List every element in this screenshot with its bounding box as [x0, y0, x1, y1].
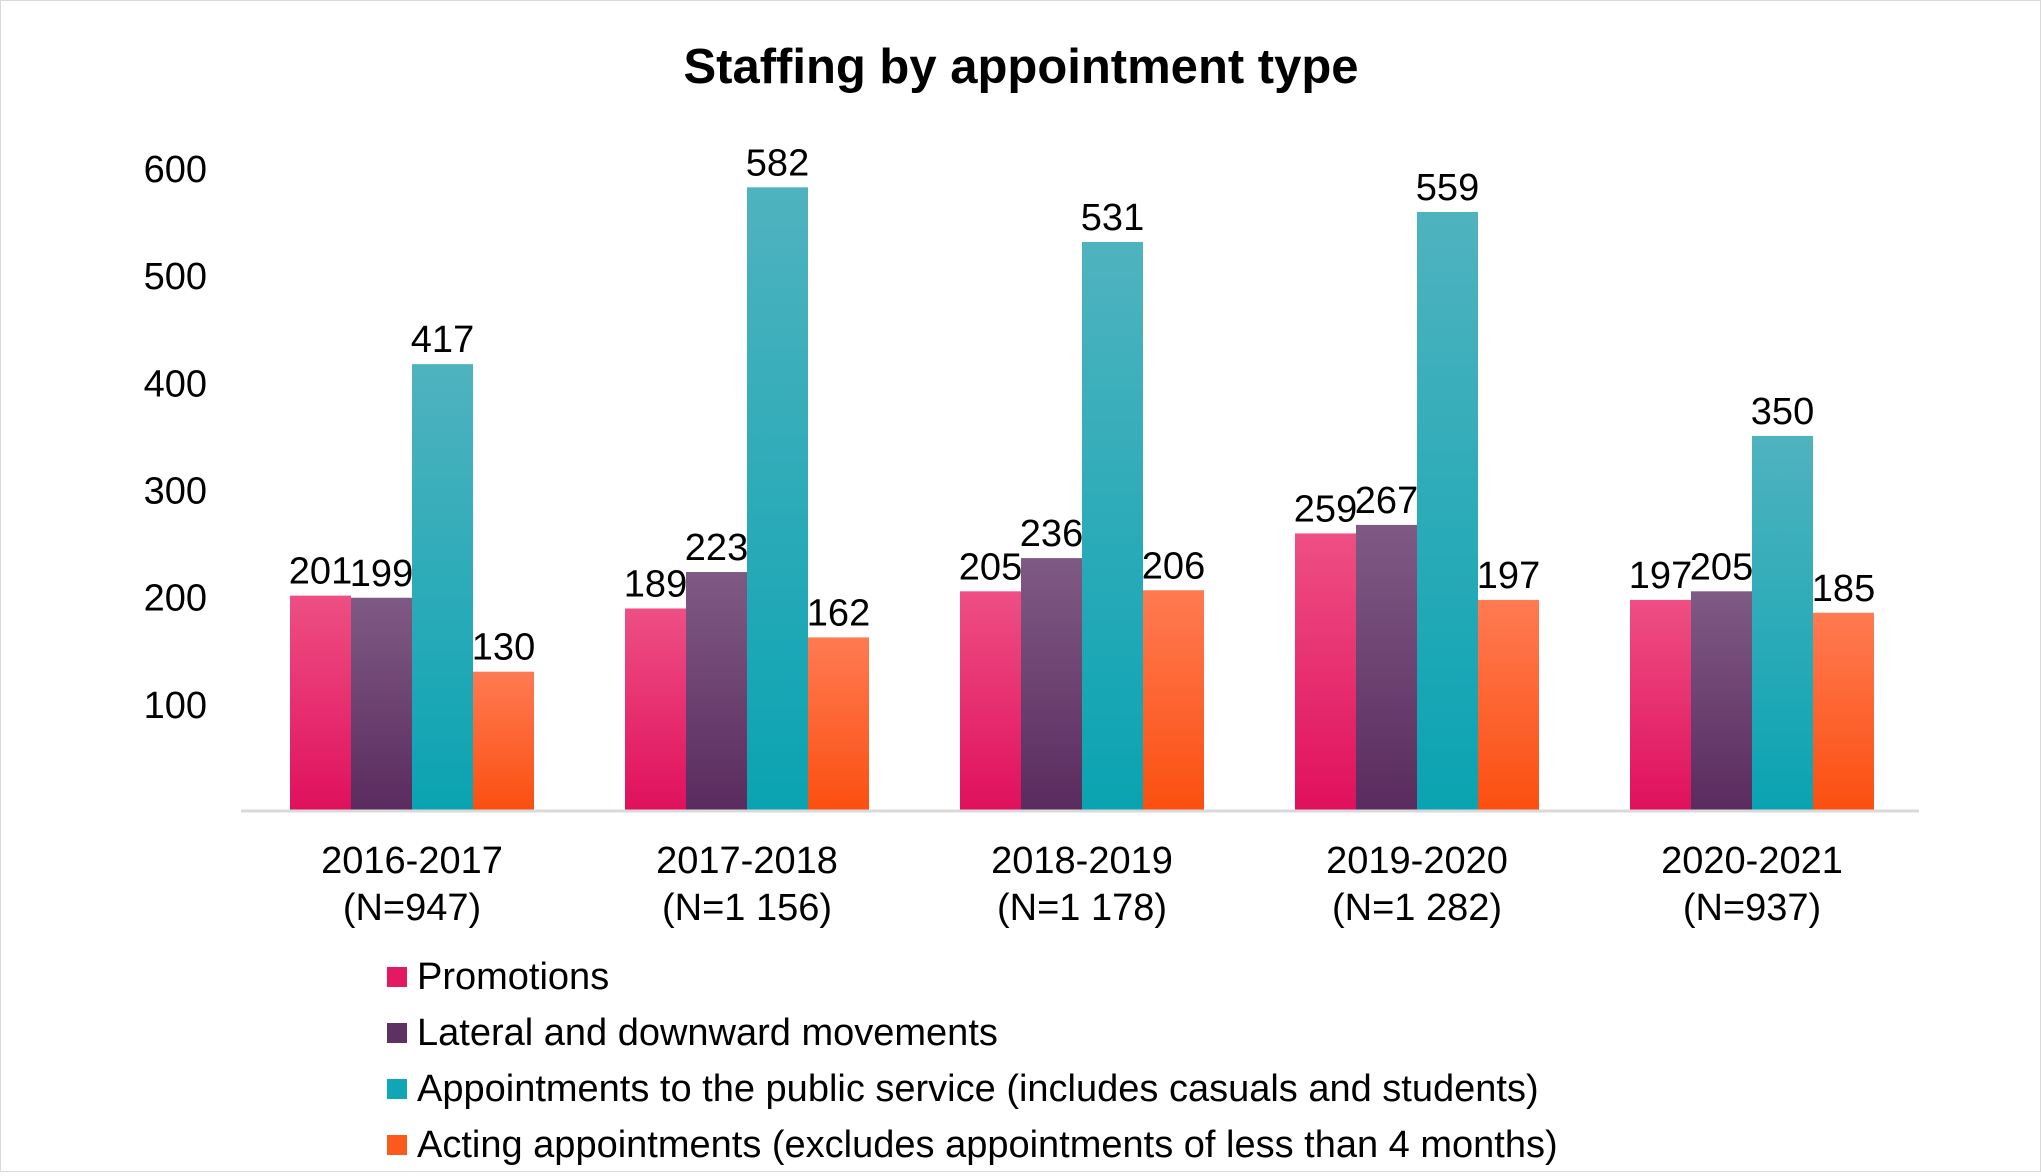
data-label: 197	[1629, 555, 1692, 597]
bar	[1630, 599, 1691, 811]
bar	[1691, 591, 1752, 811]
chart-title: Staffing by appointment type	[683, 40, 1358, 94]
data-labels-group: 2011994171301892235821622052365312062592…	[289, 142, 1875, 668]
data-label: 162	[807, 592, 870, 634]
x-axis: 2016-2017 (N=947) 2017-2018 (N=1 156) 2018-2…	[321, 840, 1843, 929]
x-tick-sublabel: (N=1 156)	[662, 887, 832, 929]
bar	[1021, 558, 1082, 811]
legend-swatch	[387, 1023, 407, 1043]
bar	[747, 187, 808, 811]
legend: Promotions Lateral and downward movements…	[387, 956, 1558, 1166]
bar	[473, 671, 534, 811]
data-label: 259	[1294, 488, 1357, 530]
bar	[290, 595, 351, 811]
bar	[1143, 590, 1204, 811]
data-label: 223	[685, 527, 748, 569]
y-tick-label: 500	[144, 256, 207, 298]
data-label: 350	[1751, 391, 1814, 433]
x-tick-sublabel: (N=947)	[343, 887, 481, 929]
x-tick-sublabel: (N=1 282)	[1332, 887, 1502, 929]
data-label: 130	[472, 627, 535, 669]
legend-label: Acting appointments (excludes appointmen…	[417, 1124, 1558, 1166]
y-tick-label: 200	[144, 578, 207, 620]
x-tick-label: 2019-2020	[1326, 840, 1508, 882]
bars-group	[290, 187, 1874, 812]
legend-label: Lateral and downward movements	[417, 1012, 998, 1054]
data-label: 189	[624, 563, 687, 605]
x-tick-sublabel: (N=937)	[1683, 887, 1821, 929]
x-tick-label: 2020-2021	[1661, 840, 1843, 882]
x-tick-label: 2018-2019	[991, 840, 1173, 882]
data-label: 197	[1477, 555, 1540, 597]
bar	[1478, 599, 1539, 811]
bar	[1813, 612, 1874, 811]
legend-label: Promotions	[417, 956, 609, 998]
x-tick-sublabel: (N=1 178)	[997, 887, 1167, 929]
y-tick-label: 400	[144, 363, 207, 405]
data-label: 559	[1416, 167, 1479, 209]
data-label: 236	[1020, 513, 1083, 555]
data-label: 185	[1812, 568, 1875, 610]
bar	[625, 608, 686, 811]
data-label: 267	[1355, 480, 1418, 522]
bar	[808, 637, 869, 811]
bar	[1417, 211, 1478, 812]
x-tick-label: 2016-2017	[321, 840, 503, 882]
data-label: 582	[746, 142, 809, 184]
data-label: 206	[1142, 545, 1205, 587]
legend-label: Appointments to the public service (incl…	[417, 1068, 1539, 1110]
y-axis: 100 200 300 400 500 600	[144, 149, 207, 727]
bar	[351, 597, 412, 811]
bar	[1356, 524, 1417, 811]
data-label: 531	[1081, 197, 1144, 239]
data-label: 417	[411, 319, 474, 361]
bar	[686, 572, 747, 811]
y-tick-label: 600	[144, 149, 207, 191]
bar	[1082, 241, 1143, 811]
bar	[412, 364, 473, 811]
data-label: 199	[350, 553, 413, 595]
x-tick-label: 2017-2018	[656, 840, 838, 882]
data-label: 205	[1690, 546, 1753, 588]
data-label: 205	[959, 546, 1022, 588]
bar	[1752, 435, 1813, 811]
data-label: 201	[289, 551, 352, 593]
legend-swatch	[387, 967, 407, 987]
legend-swatch	[387, 1135, 407, 1155]
y-tick-label: 100	[144, 685, 207, 727]
bar	[1295, 533, 1356, 811]
legend-swatch	[387, 1079, 407, 1099]
bar	[960, 591, 1021, 811]
y-tick-label: 300	[144, 471, 207, 513]
